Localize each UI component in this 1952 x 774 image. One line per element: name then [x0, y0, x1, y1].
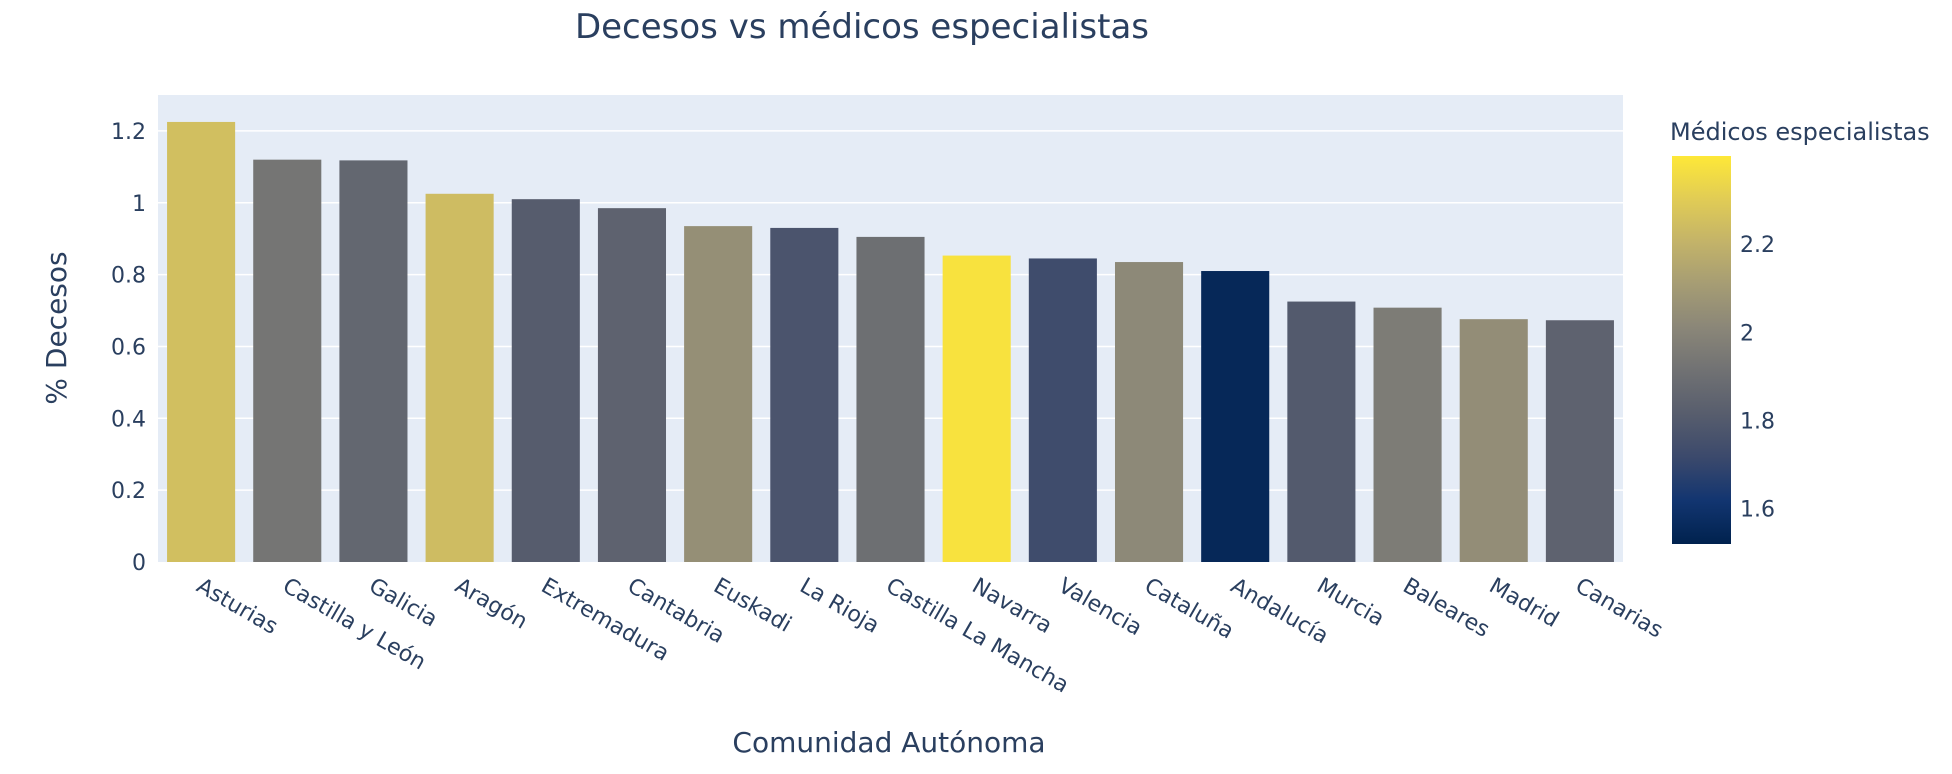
- y-tick-label: 0.6: [111, 335, 146, 360]
- x-tick-label: Baleares: [1399, 574, 1494, 643]
- bar-valencia: [1028, 258, 1097, 562]
- x-tick-label: Castilla y León: [278, 574, 430, 676]
- colorbar-tick-label: 2: [1740, 321, 1754, 346]
- x-tick-label: Canarias: [1571, 574, 1667, 644]
- y-tick-label: 0.4: [111, 407, 146, 432]
- colorbar-tick-labels: 1.6 1.8 2 2.2: [1740, 233, 1775, 523]
- bar-aragón: [425, 193, 494, 563]
- colorbar: [1672, 156, 1731, 544]
- bar-cataluña: [1114, 262, 1184, 562]
- bar-madrid: [1459, 319, 1528, 562]
- x-tick-label: Cataluña: [1140, 574, 1238, 645]
- x-tick-label: Valencia: [1054, 574, 1146, 642]
- colorbar-tick-label: 1.8: [1740, 410, 1775, 435]
- y-tick-labels: 0 0.2 0.4 0.6 0.8 1 1.2: [111, 120, 146, 576]
- y-tick-label: 0: [132, 551, 146, 576]
- y-tick-label: 0.2: [111, 479, 146, 504]
- bar-castilla-la-mancha: [856, 236, 925, 562]
- bar-canarias: [1545, 320, 1614, 562]
- colorbar-title: Médicos especialistas: [1670, 118, 1930, 146]
- bar-galicia: [339, 160, 408, 562]
- bar-euskadi: [684, 226, 753, 562]
- bar-cantabria: [597, 208, 667, 562]
- y-tick-label: 1: [132, 192, 146, 217]
- colorbar-tick-label: 1.6: [1740, 498, 1775, 523]
- y-tick-label: 1.2: [111, 120, 146, 145]
- y-axis-title: % Decesos: [40, 251, 73, 404]
- bars: [167, 121, 1614, 563]
- bar-extremadura: [511, 199, 580, 562]
- x-tick-label: Aragón: [451, 574, 532, 635]
- bar-asturias: [167, 121, 236, 562]
- bar-andalucía: [1201, 271, 1270, 562]
- x-tick-label: Asturias: [192, 574, 282, 640]
- bar-baleares: [1373, 307, 1442, 562]
- bar-la-rioja: [770, 227, 839, 562]
- x-tick-label: La Rioja: [795, 574, 883, 639]
- x-tick-label: Madrid: [1485, 574, 1563, 633]
- y-tick-label: 0.8: [111, 264, 146, 289]
- bar-murcia: [1287, 301, 1356, 562]
- x-axis-title: Comunidad Autónoma: [732, 726, 1045, 759]
- colorbar-tick-label: 2.2: [1740, 233, 1775, 258]
- chart-title: Decesos vs médicos especialistas: [575, 7, 1149, 47]
- x-tick-label: Andalucía: [1226, 574, 1332, 650]
- bar-castilla-y-león: [253, 159, 322, 562]
- bar-navarra: [942, 255, 1011, 562]
